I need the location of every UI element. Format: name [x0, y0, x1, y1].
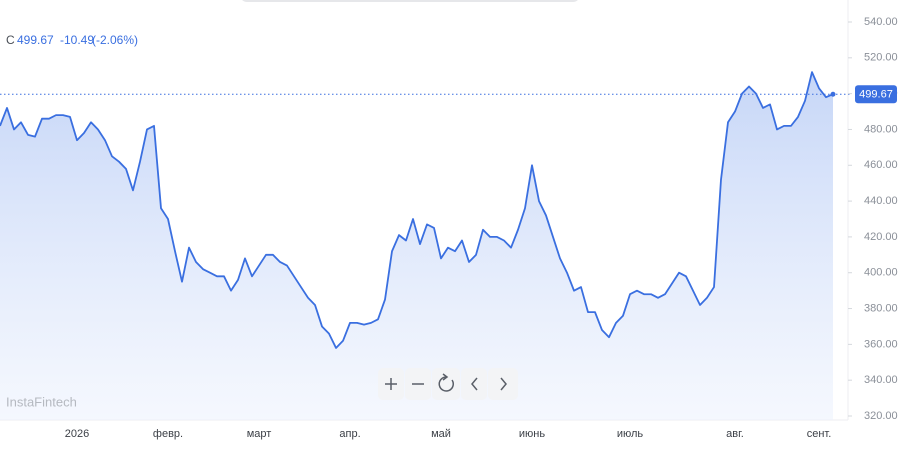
x-tick-label: сент.: [807, 428, 832, 440]
reset-button[interactable]: [432, 368, 460, 400]
last-price-tag-label: 499.67: [859, 89, 893, 101]
area-fill: [0, 72, 833, 421]
last-price: 499.67: [17, 33, 54, 47]
y-tick-label: 340.00: [864, 374, 898, 386]
y-tick-label: 360.00: [864, 338, 898, 350]
scroll-left-button[interactable]: [461, 368, 487, 400]
last-point: [830, 91, 836, 97]
change-pct: (-2.06%): [92, 33, 138, 47]
x-tick-label: 2026: [65, 428, 89, 440]
y-tick-label: 440.00: [864, 195, 898, 207]
y-tick-label: 400.00: [864, 267, 898, 279]
top-scroll: [242, 0, 578, 2]
x-tick-label: май: [431, 428, 451, 440]
x-tick-label: июль: [617, 428, 644, 440]
y-tick-label: 540.00: [864, 16, 898, 28]
y-tick-label: 520.00: [864, 52, 898, 64]
x-tick-label: июнь: [519, 428, 545, 440]
y-tick-label: 460.00: [864, 159, 898, 171]
x-tick-label: февр.: [153, 428, 183, 440]
zoom-out-button[interactable]: [405, 368, 431, 400]
scroll-right-button[interactable]: [488, 368, 518, 400]
x-tick-label: апр.: [339, 428, 360, 440]
plot: [0, 71, 852, 421]
zoom-in-button[interactable]: [378, 368, 404, 400]
watermark: InstaFintech: [6, 394, 77, 409]
x-tick-label: авг.: [726, 428, 744, 440]
toolbar: [378, 368, 518, 400]
y-tick-label: 320.00: [864, 410, 898, 422]
y-tick-label: 420.00: [864, 231, 898, 243]
change: -10.49: [60, 33, 94, 47]
x-tick-label: март: [247, 428, 272, 440]
symbol: C: [6, 33, 15, 47]
y-tick-label: 380.00: [864, 302, 898, 314]
y-tick-label: 480.00: [864, 123, 898, 135]
last-price-tag: [855, 85, 897, 104]
price-line: [0, 71, 834, 349]
